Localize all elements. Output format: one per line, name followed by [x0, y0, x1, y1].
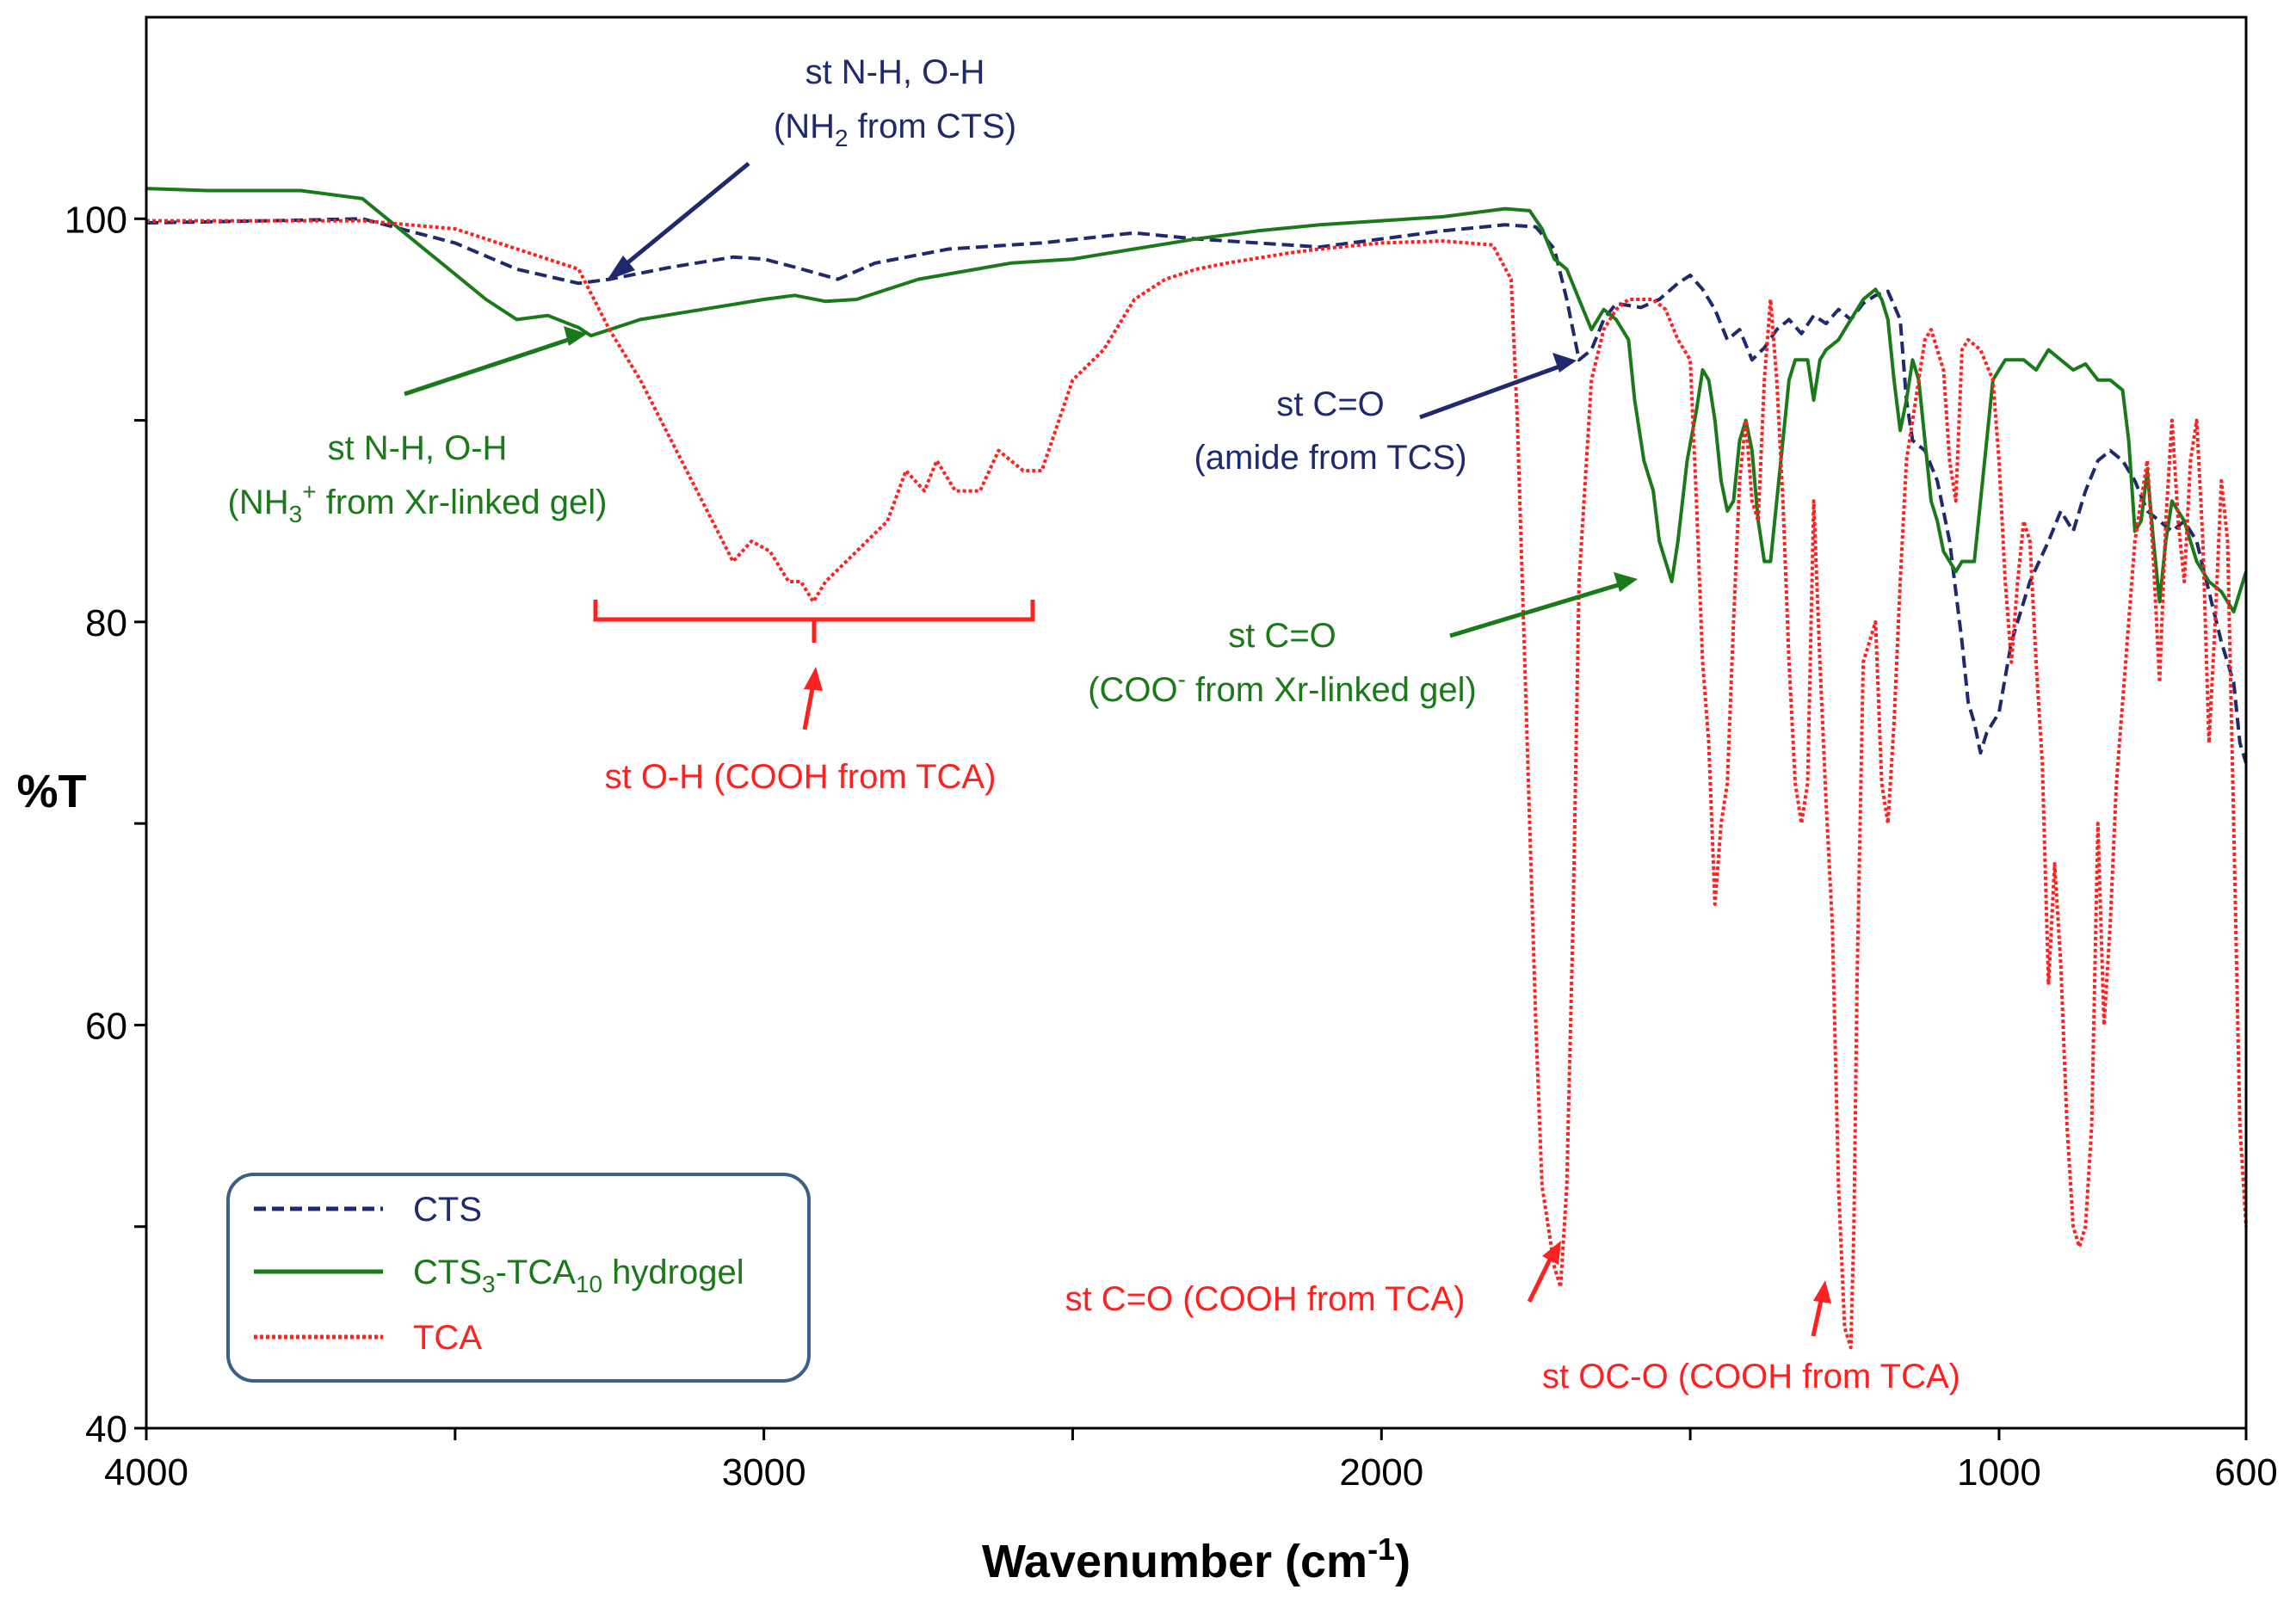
- plot-frame: [145, 15, 2248, 1430]
- annotation-arrows: [404, 162, 1831, 1337]
- x-axis-title-main: Wavenumber (cm: [982, 1536, 1367, 1587]
- y-tick-label-80: 80: [85, 602, 127, 644]
- legend-gel-main: CTS: [413, 1254, 482, 1291]
- x-tick-label-2000: 2000: [1339, 1451, 1423, 1494]
- oh-bracket-bar: [593, 600, 1035, 622]
- arrow-head-cts-nh: [607, 256, 635, 280]
- arrow-head-tca-co: [1542, 1241, 1561, 1265]
- annotation-gel-co-line1: st C=O: [1228, 617, 1336, 655]
- arrow-tca-oco: [1811, 1296, 1824, 1337]
- annotation-cts-nh-line2: (NH2 from CTS): [774, 108, 1016, 151]
- arrow-head-gel-nh: [564, 326, 587, 346]
- arrow-tca-co: [1527, 1254, 1554, 1303]
- arrow-head-tca-oh: [804, 667, 823, 691]
- annotation-gel-nh-pre: (NH: [228, 484, 289, 521]
- arrow-cts-co: [1419, 364, 1560, 420]
- annotation-gel-nh-post: from Xr-linked gel): [317, 484, 608, 521]
- x-tick-label-600: 600: [2214, 1451, 2277, 1494]
- annotation-cts-nh-pre: (NH: [774, 108, 835, 145]
- legend-label-cts: CTS: [413, 1191, 482, 1229]
- oh-bracket: [593, 600, 1035, 643]
- x-tick-label-3000: 3000: [722, 1451, 806, 1494]
- series-line-tca: [146, 219, 2248, 1350]
- annotation-tca-co: st C=O (COOH from TCA): [1065, 1280, 1466, 1318]
- y-tick-label-100: 100: [65, 199, 127, 241]
- legend-gel-end: hydrogel: [602, 1254, 744, 1291]
- ticks-layer: 4000 3000 2000 1000 600 40 60 80 100: [65, 199, 2278, 1494]
- annotation-gel-co-pre: (COO: [1088, 671, 1177, 709]
- annotation-cts-nh-line1: st N-H, O-H: [805, 53, 985, 91]
- legend-box: [226, 1173, 811, 1383]
- annotation-cts-nh-post: from CTS): [849, 108, 1017, 145]
- annotation-gel-nh-sup: +: [302, 478, 316, 505]
- series-line-gel: [145, 187, 2248, 614]
- x-tick-label-4000: 4000: [104, 1451, 188, 1494]
- legend-gel-sub1: 3: [482, 1271, 496, 1297]
- annotation-gel-nh-sub: 3: [289, 501, 303, 527]
- legend-label-gel: CTS3-TCA10 hydrogel: [413, 1254, 744, 1297]
- arrow-tca-oh: [802, 683, 816, 730]
- annotation-tca-oh: st O-H (COOH from TCA): [605, 758, 997, 796]
- legend-gel-sub2: 10: [576, 1271, 602, 1297]
- legend-label-tca: TCA: [413, 1319, 482, 1357]
- arrow-gel-co: [1449, 582, 1619, 638]
- x-tick-label-1000: 1000: [1957, 1451, 2041, 1494]
- arrow-head-tca-oco: [1813, 1280, 1831, 1303]
- annotation-tca-oco: st OC-O (COOH from TCA): [1542, 1358, 1960, 1395]
- x-axis-title: Wavenumber (cm-1): [982, 1531, 1410, 1587]
- arrow-head-cts-co: [1552, 353, 1577, 373]
- annotation-gel-nh-line1: st N-H, O-H: [328, 429, 508, 467]
- arrow-gel-nh: [404, 337, 569, 397]
- x-axis-title-close: ): [1395, 1536, 1410, 1587]
- annotation-gel-nh-line2: (NH3+ from Xr-linked gel): [228, 478, 608, 527]
- annotation-cts-co-line2: (amide from TCS): [1194, 439, 1466, 477]
- series-line-cts: [145, 217, 2248, 764]
- annotation-cts-nh-sub: 2: [835, 125, 849, 151]
- annotation-cts-co-line1: st C=O: [1276, 385, 1385, 423]
- arrow-cts-nh: [618, 162, 750, 271]
- arrow-head-gel-co: [1614, 572, 1638, 592]
- annotation-gel-co-post: from Xr-linked gel): [1186, 671, 1477, 709]
- series-layer: [145, 187, 2248, 1350]
- x-axis-title-sup: -1: [1367, 1531, 1395, 1567]
- y-tick-label-60: 60: [85, 1005, 127, 1047]
- annotation-gel-co-line2: (COO- from Xr-linked gel): [1088, 666, 1477, 709]
- y-axis-title: %T: [17, 766, 87, 817]
- legend-gel-mid: -TCA: [496, 1254, 577, 1291]
- annotation-gel-co-sup: -: [1178, 666, 1186, 693]
- legend: CTS CTS3-TCA10 hydrogel TCA: [226, 1173, 811, 1383]
- y-tick-label-40: 40: [85, 1408, 127, 1451]
